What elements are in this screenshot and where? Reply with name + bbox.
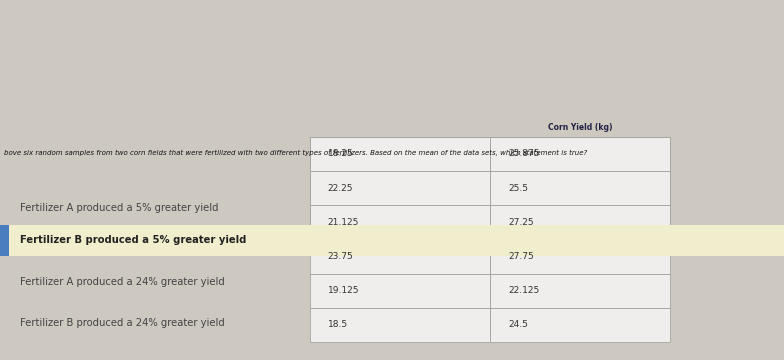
Text: 23.75: 23.75 [328, 252, 354, 261]
Text: 19.125: 19.125 [328, 286, 359, 295]
Text: 27.75: 27.75 [508, 252, 534, 261]
Text: 27.25: 27.25 [508, 218, 534, 227]
Bar [310, 274, 490, 308]
Text: Fertilizer B produced a 5% greater yield: Fertilizer B produced a 5% greater yield [20, 235, 246, 245]
Text: 22.125: 22.125 [508, 286, 539, 295]
Bar [310, 308, 490, 342]
Bar [0, 225, 784, 256]
Text: bove six random samples from two corn fields that were fertilized with two diffe: bove six random samples from two corn fi… [4, 149, 587, 156]
Bar [490, 137, 670, 171]
Text: Fertilizer A produced a 24% greater yield: Fertilizer A produced a 24% greater yiel… [20, 277, 224, 287]
Bar [310, 171, 490, 205]
Bar [490, 308, 670, 342]
Bar [490, 274, 670, 308]
Bar [0, 225, 9, 256]
Bar [310, 239, 490, 274]
Text: 25.875: 25.875 [508, 149, 539, 158]
Bar [310, 205, 490, 239]
Bar [490, 205, 670, 239]
Text: 25.5: 25.5 [508, 184, 528, 193]
Text: Corn Yield (kg): Corn Yield (kg) [548, 123, 612, 132]
Bar [310, 137, 670, 238]
Bar [490, 171, 670, 205]
Text: Fertilizer B produced a 24% greater yield: Fertilizer B produced a 24% greater yiel… [20, 318, 224, 328]
Text: 22.25: 22.25 [328, 184, 354, 193]
Text: 24.5: 24.5 [508, 320, 528, 329]
Text: 21.125: 21.125 [328, 218, 359, 227]
Bar [490, 239, 670, 274]
Bar [310, 137, 490, 171]
Text: 18.5: 18.5 [328, 320, 348, 329]
Text: Fertilizer A produced a 5% greater yield: Fertilizer A produced a 5% greater yield [20, 203, 218, 213]
Text: 18.25: 18.25 [328, 149, 354, 158]
